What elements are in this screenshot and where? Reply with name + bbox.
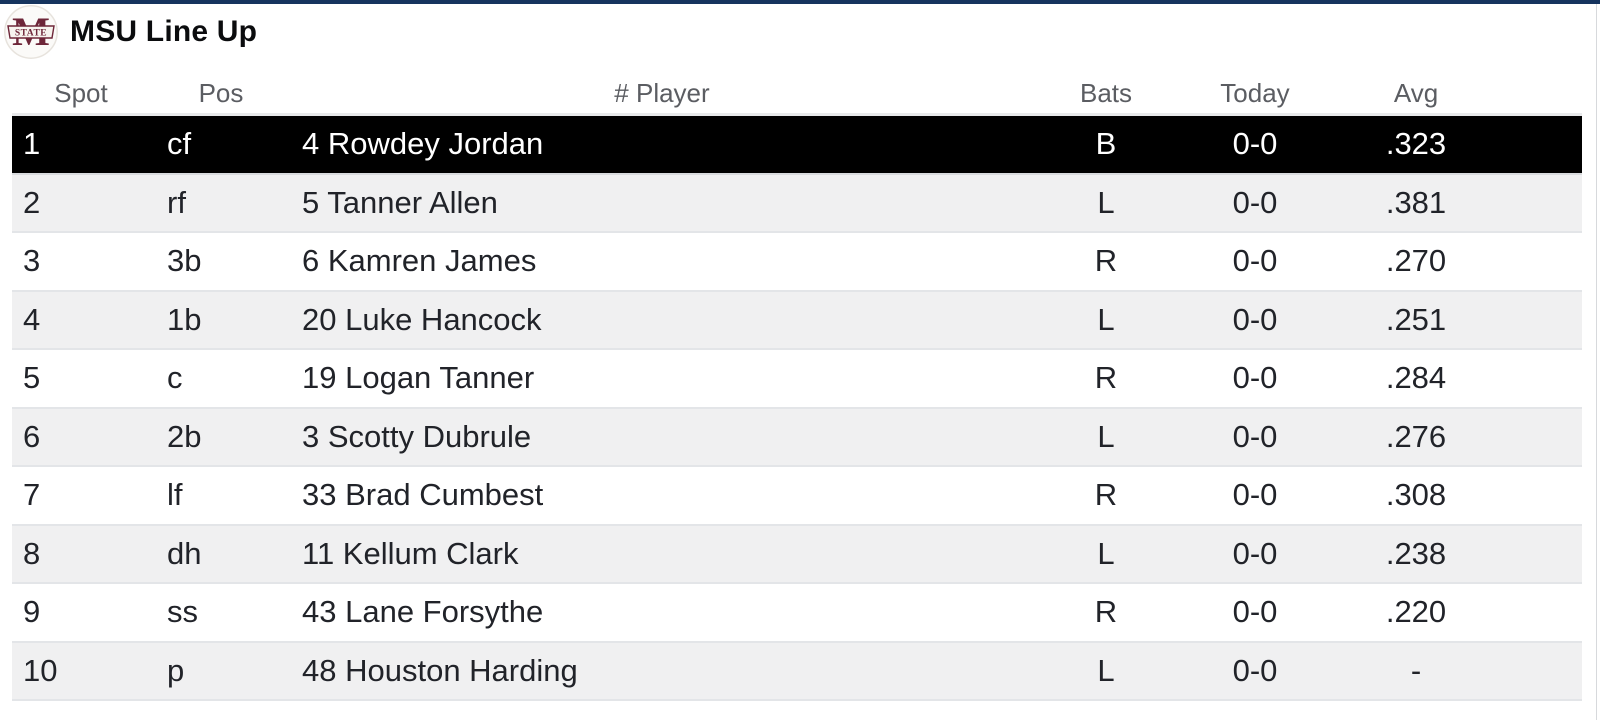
- cell-bats: L: [1097, 184, 1115, 220]
- cell-avg: .251: [1385, 301, 1447, 337]
- lineup-row[interactable]: 9 ss 43 Lane Forsythe R 0-0 .220: [12, 584, 1582, 643]
- cell-spot: 7: [23, 477, 41, 513]
- column-header-today: Today: [1220, 78, 1290, 109]
- column-header-bats: Bats: [1079, 78, 1133, 109]
- cell-player: 48 Houston Harding: [302, 652, 578, 688]
- cell-avg: .220: [1385, 594, 1447, 630]
- column-header-pos: Pos: [198, 78, 244, 109]
- cell-today: 0-0: [1232, 184, 1278, 220]
- cell-player: 6 Kamren James: [302, 243, 537, 279]
- column-header-avg: Avg: [1393, 78, 1439, 109]
- cell-player: 19 Logan Tanner: [302, 360, 535, 396]
- cell-spot: 8: [23, 535, 41, 571]
- lineup-row[interactable]: 3 3b 6 Kamren James R 0-0 .270: [12, 233, 1582, 292]
- lineup-row[interactable]: 1 cf 4 Rowdey Jordan B 0-0 .323: [12, 116, 1582, 175]
- cell-avg: .270: [1385, 243, 1447, 279]
- cell-spot: 2: [23, 184, 41, 220]
- cell-spot: 6: [23, 418, 41, 454]
- cell-avg: .381: [1385, 184, 1447, 220]
- cell-avg: .284: [1385, 360, 1447, 396]
- lineup-row[interactable]: 5 c 19 Logan Tanner R 0-0 .284: [12, 350, 1582, 409]
- msu-mstate-logo-icon: M STATE: [4, 5, 58, 59]
- cell-avg: -: [1410, 652, 1422, 688]
- cell-pos: 2b: [167, 418, 202, 454]
- cell-pos: lf: [167, 477, 183, 513]
- cell-bats: L: [1097, 652, 1115, 688]
- cell-avg: .323: [1385, 126, 1447, 162]
- cell-player: 5 Tanner Allen: [302, 184, 498, 220]
- msu-logo: M STATE: [4, 5, 58, 59]
- lineup-row[interactable]: 10 p 48 Houston Harding L 0-0 -: [12, 642, 1582, 701]
- lineup-table: Spot Pos # Player Bats Today Avg 1 cf 4 …: [12, 64, 1582, 701]
- lineup-header: M STATE MSU Line Up: [4, 5, 257, 59]
- cell-bats: R: [1094, 360, 1118, 396]
- cell-spot: 10: [23, 652, 58, 688]
- cell-player: 33 Brad Cumbest: [302, 477, 544, 513]
- cell-player: 11 Kellum Clark: [302, 535, 519, 571]
- cell-pos: cf: [167, 126, 192, 162]
- cell-pos: c: [167, 360, 183, 396]
- cell-spot: 1: [23, 126, 41, 162]
- cell-pos: rf: [167, 184, 186, 220]
- lineup-table-header-row: Spot Pos # Player Bats Today Avg: [12, 64, 1582, 113]
- cell-bats: L: [1097, 535, 1115, 571]
- cell-pos: ss: [167, 594, 198, 630]
- cell-bats: R: [1094, 594, 1118, 630]
- cell-today: 0-0: [1232, 535, 1278, 571]
- cell-spot: 5: [23, 360, 41, 396]
- cell-pos: 3b: [167, 243, 202, 279]
- page-title: MSU Line Up: [70, 15, 258, 48]
- lineup-row[interactable]: 4 1b 20 Luke Hancock L 0-0 .251: [12, 291, 1582, 350]
- cell-today: 0-0: [1232, 243, 1278, 279]
- cell-today: 0-0: [1232, 301, 1278, 337]
- cell-avg: .308: [1385, 477, 1447, 513]
- cell-bats: L: [1097, 301, 1115, 337]
- cell-today: 0-0: [1232, 652, 1278, 688]
- cell-player: 3 Scotty Dubrule: [302, 418, 532, 454]
- cell-avg: .238: [1385, 535, 1447, 571]
- cell-spot: 4: [23, 301, 41, 337]
- lineup-row[interactable]: 2 rf 5 Tanner Allen L 0-0 .381: [12, 174, 1582, 233]
- cell-today: 0-0: [1232, 126, 1278, 162]
- cell-bats: R: [1094, 243, 1118, 279]
- cell-today: 0-0: [1232, 594, 1278, 630]
- cell-pos: p: [167, 652, 185, 688]
- column-header-spot: Spot: [54, 78, 108, 109]
- cell-bats: R: [1094, 477, 1118, 513]
- cell-avg: .276: [1385, 418, 1447, 454]
- logo-banner-text: STATE: [15, 29, 47, 39]
- cell-today: 0-0: [1232, 418, 1278, 454]
- cell-pos: 1b: [167, 301, 202, 337]
- cell-player: 20 Luke Hancock: [302, 301, 542, 337]
- cell-player: 43 Lane Forsythe: [302, 594, 544, 630]
- column-header-player: # Player: [614, 78, 710, 109]
- cell-spot: 9: [23, 594, 41, 630]
- cell-bats: B: [1095, 126, 1117, 162]
- lineup-row[interactable]: 8 dh 11 Kellum Clark L 0-0 .238: [12, 525, 1582, 584]
- lineup-row[interactable]: 7 lf 33 Brad Cumbest R 0-0 .308: [12, 467, 1582, 526]
- lineup-table-body: 1 cf 4 Rowdey Jordan B 0-0 .323 2 rf 5 T…: [12, 113, 1582, 701]
- right-border-line: [1596, 4, 1597, 720]
- cell-pos: dh: [167, 535, 202, 571]
- cell-bats: L: [1097, 418, 1115, 454]
- lineup-row[interactable]: 6 2b 3 Scotty Dubrule L 0-0 .276: [12, 408, 1582, 467]
- cell-player: 4 Rowdey Jordan: [302, 126, 544, 162]
- cell-spot: 3: [23, 243, 41, 279]
- cell-today: 0-0: [1232, 360, 1278, 396]
- top-accent-bar: [0, 0, 1600, 4]
- cell-today: 0-0: [1232, 477, 1278, 513]
